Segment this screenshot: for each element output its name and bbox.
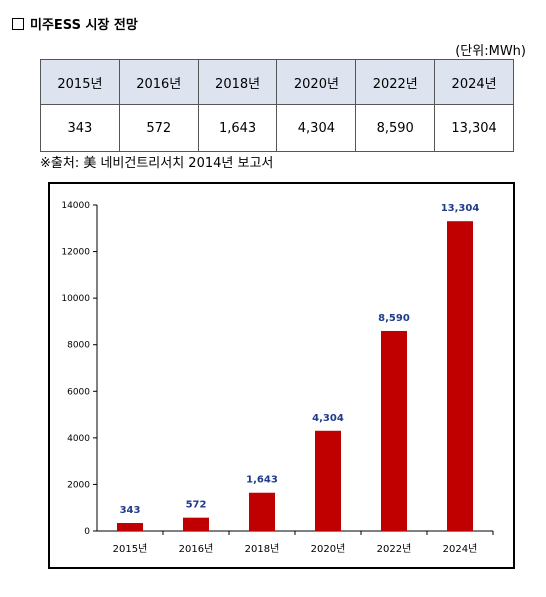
bar — [447, 221, 473, 531]
table-header-cell: 2016년 — [118, 59, 199, 105]
y-tick-label: 14000 — [61, 201, 90, 211]
y-tick-label: 8000 — [67, 341, 90, 351]
bar — [315, 430, 341, 531]
bar — [117, 523, 143, 531]
table-cell: 572 — [118, 104, 199, 152]
data-label: 8,590 — [378, 313, 410, 324]
unit-label: (단위:MWh) — [455, 44, 526, 59]
forecast-table: 2015년 2016년 2018년 2020년 2022년 2024년 343 … — [40, 59, 514, 152]
bar — [183, 517, 209, 531]
table-header-cell: 2024년 — [434, 59, 514, 105]
page-heading: 미주ESS 시장 전망 — [12, 14, 138, 33]
table-header-cell: 2020년 — [276, 59, 357, 105]
table-cell: 8,590 — [355, 104, 436, 152]
table-row: 343 572 1,643 4,304 8,590 13,304 — [40, 104, 514, 152]
y-tick-label: 6000 — [67, 387, 90, 397]
checkbox-square-icon — [12, 18, 24, 30]
data-label: 13,304 — [441, 203, 480, 214]
y-tick-label: 0 — [84, 527, 90, 537]
table-header-row: 2015년 2016년 2018년 2020년 2022년 2024년 — [40, 59, 514, 105]
source-note: ※출처: 美 네비건트리서치 2014년 보고서 — [40, 156, 274, 171]
heading-title: 미주ESS 시장 전망 — [30, 18, 138, 33]
x-tick-label: 2015년 — [113, 543, 148, 555]
chart-canvas: 0 2000 4000 6000 8000 10000 12000 14000 343 2015년… — [61, 201, 494, 555]
table-header-cell: 2018년 — [197, 59, 278, 105]
table-header-cell: 2015년 — [40, 59, 120, 105]
y-tick-label: 4000 — [67, 434, 90, 444]
table-cell: 4,304 — [276, 104, 357, 152]
x-tick-label: 2024년 — [443, 543, 478, 555]
table-cell: 1,643 — [197, 104, 278, 152]
table-header-cell: 2022년 — [355, 59, 436, 105]
data-label: 4,304 — [312, 413, 344, 424]
bar-chart: 0 2000 4000 6000 8000 10000 12000 14000 343 2015년… — [48, 182, 515, 569]
data-label: 343 — [120, 505, 141, 516]
x-tick-label: 2020년 — [311, 543, 346, 555]
x-tick-label: 2016년 — [179, 543, 214, 555]
data-label: 572 — [186, 500, 207, 511]
table-cell: 13,304 — [434, 104, 514, 152]
data-label: 1,643 — [246, 475, 278, 486]
table-cell: 343 — [40, 104, 120, 152]
y-tick-label: 12000 — [61, 248, 90, 258]
bar — [381, 330, 407, 531]
x-tick-label: 2022년 — [377, 543, 412, 555]
y-tick-label: 10000 — [61, 294, 90, 304]
x-tick-label: 2018년 — [245, 543, 280, 555]
y-tick-label: 2000 — [67, 480, 90, 490]
bar — [249, 492, 275, 531]
